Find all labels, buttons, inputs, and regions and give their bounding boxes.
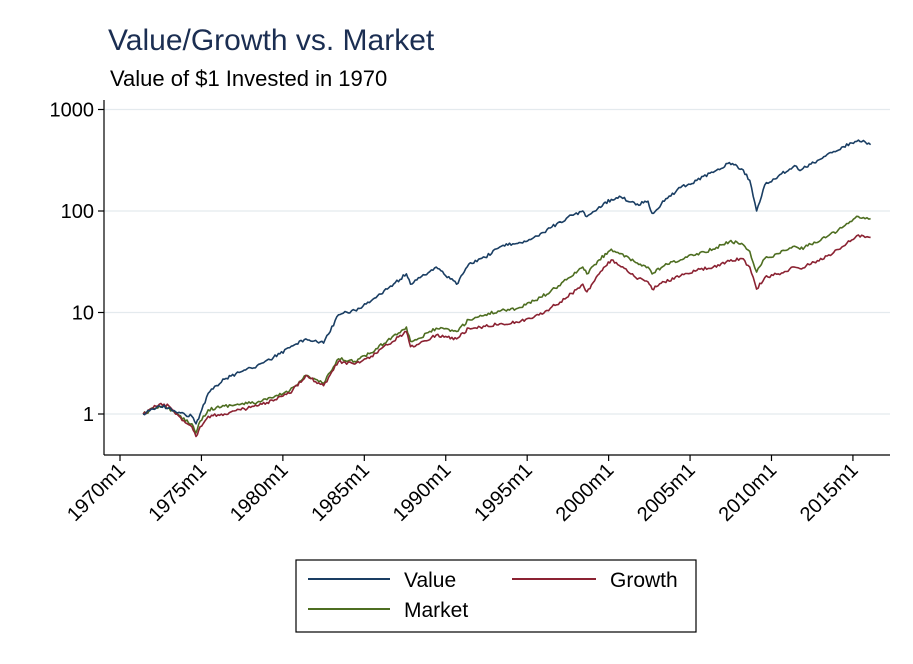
series-line-market	[142, 215, 871, 434]
y-tick-label: 1000	[50, 100, 95, 122]
y-tick-label: 100	[61, 201, 94, 223]
series-line-value	[142, 139, 872, 425]
x-tick-label: 2015m1	[796, 459, 863, 526]
legend-box	[295, 559, 697, 633]
x-tick-label: 2005m1	[633, 459, 700, 526]
legend-label-value: Value	[404, 569, 456, 592]
x-tick-label: 1985m1	[307, 459, 374, 526]
x-tick-label: 1975m1	[145, 459, 212, 526]
x-tick-label: 2000m1	[552, 459, 619, 526]
gridlines	[104, 108, 890, 415]
x-tick-label: 1980m1	[226, 459, 293, 526]
chart-subtitle: Value of $1 Invested in 1970	[110, 66, 388, 91]
x-tick-label: 1995m1	[470, 459, 537, 526]
y-tick-label: 10	[72, 303, 94, 325]
chart-title: Value/Growth vs. Market	[108, 24, 435, 57]
x-tick-label: 2010m1	[715, 459, 782, 526]
series-lines	[142, 139, 872, 438]
x-tick-label: 1990m1	[389, 459, 456, 526]
legend: Value Growth Market	[295, 559, 697, 633]
series-line-growth	[142, 234, 871, 438]
x-tick-label: 1970m1	[63, 459, 130, 526]
y-tick-label: 1	[83, 404, 94, 426]
legend-label-growth: Growth	[610, 569, 678, 592]
legend-label-market: Market	[404, 599, 468, 622]
